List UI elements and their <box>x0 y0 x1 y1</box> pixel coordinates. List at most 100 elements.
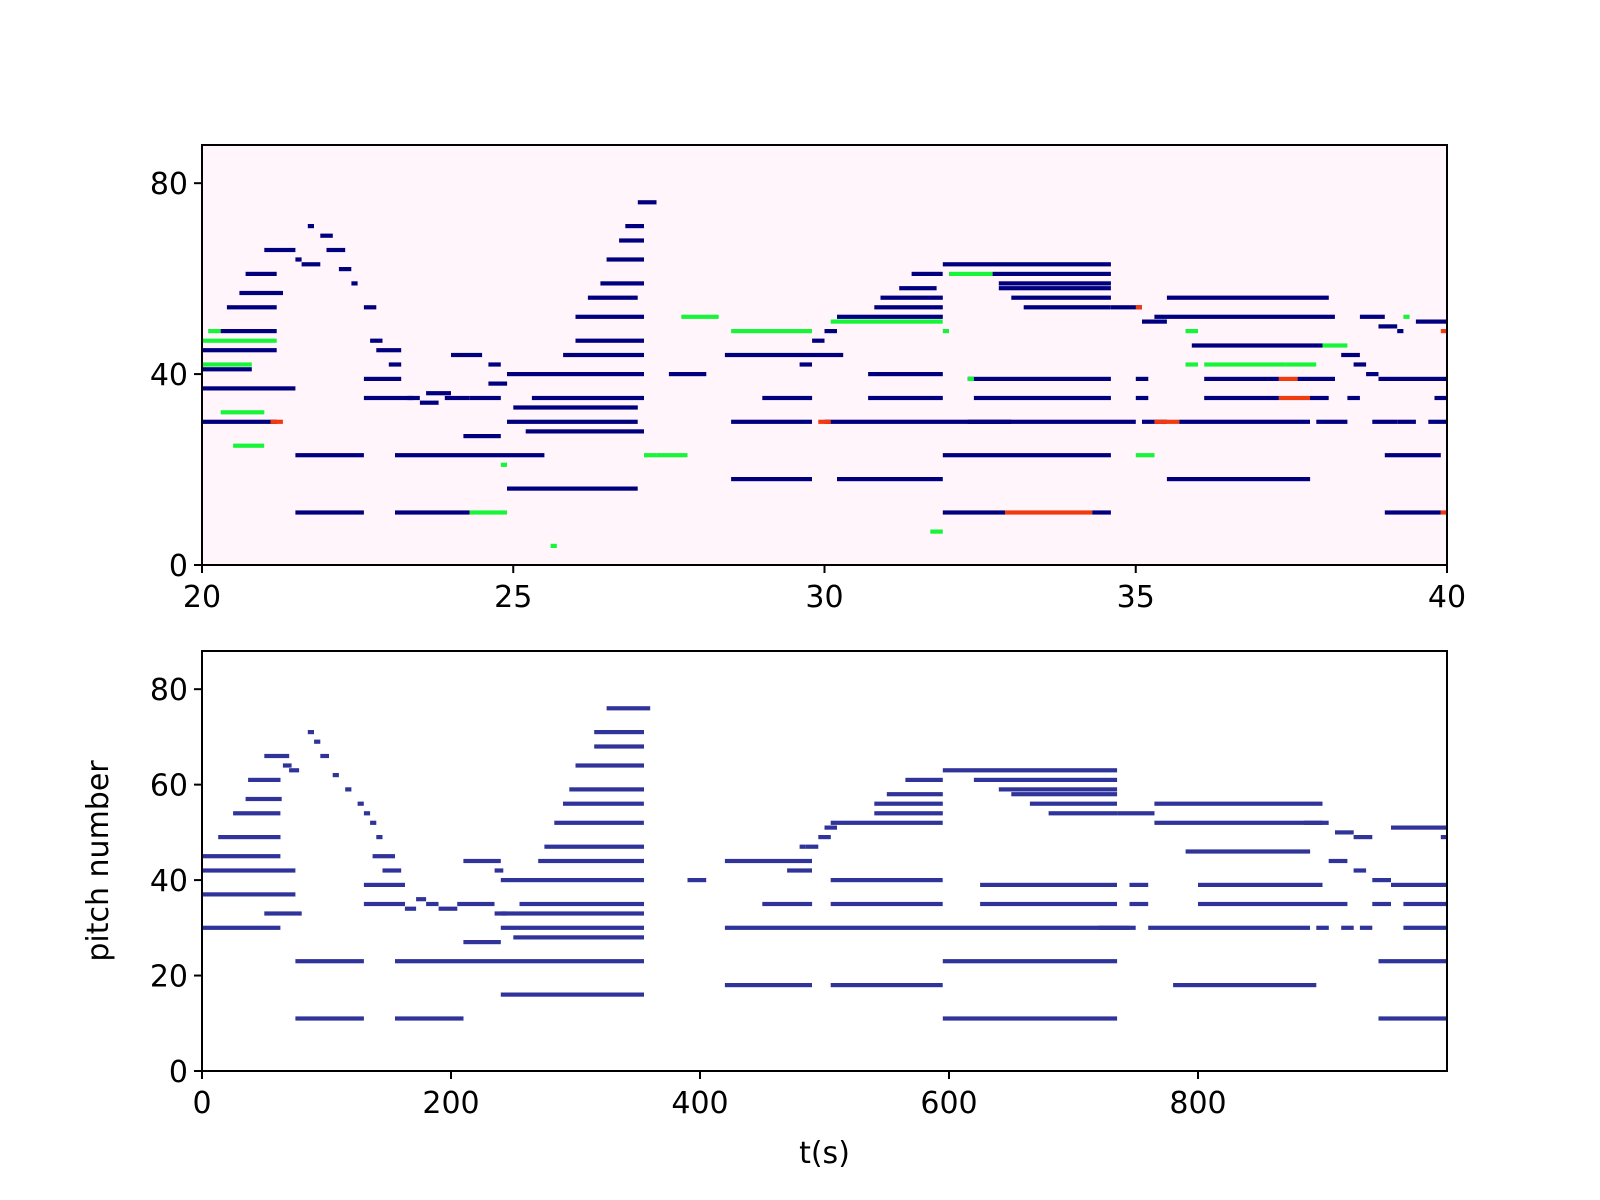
note-bar <box>731 329 812 334</box>
note-bar <box>202 348 277 353</box>
note-bar <box>1191 343 1323 348</box>
note-bar <box>606 706 651 711</box>
note-bar <box>998 286 1111 291</box>
note-bar <box>942 453 1111 458</box>
note-bar <box>295 959 364 964</box>
note-bar <box>519 901 644 907</box>
note-bar <box>967 419 1136 424</box>
note-bar <box>980 901 1117 907</box>
note-bar <box>830 820 943 825</box>
note-bar <box>295 257 302 262</box>
note-bar <box>1378 376 1447 381</box>
note-bar <box>463 858 501 864</box>
note-bar <box>973 395 1111 401</box>
note-bar <box>301 262 321 267</box>
note-bar <box>1341 925 1354 930</box>
bottom-note-layer <box>202 706 1447 1021</box>
note-bar <box>1378 1016 1447 1021</box>
note-bar <box>233 443 265 448</box>
note-bar <box>1353 835 1373 840</box>
note-bar <box>202 892 296 897</box>
note-bar <box>345 787 352 792</box>
y-axis-label: pitch number <box>81 760 116 962</box>
note-bar <box>226 305 277 310</box>
note-bar <box>868 372 943 377</box>
note-bar <box>363 882 405 887</box>
note-bar <box>245 271 277 276</box>
y-tick-label: 40 <box>150 358 188 393</box>
note-bar <box>370 820 377 825</box>
note-bar <box>1310 395 1329 401</box>
note-bar <box>488 381 508 386</box>
note-bar <box>1154 314 1335 319</box>
note-bar <box>1303 820 1329 825</box>
note-bar <box>1148 925 1310 930</box>
x-tick-label: 20 <box>183 580 221 615</box>
note-bar <box>404 906 417 911</box>
note-bar <box>525 429 644 434</box>
note-bar <box>507 419 638 424</box>
note-bar <box>575 763 644 768</box>
note-bar <box>837 314 943 319</box>
note-bar <box>550 543 557 548</box>
note-bar <box>1322 901 1348 907</box>
note-bar <box>1135 376 1149 381</box>
note-bar <box>1048 811 1118 816</box>
top-y-axis: 0 40 80 <box>150 167 202 584</box>
note-bar <box>1366 372 1379 377</box>
note-bar <box>426 901 439 907</box>
note-bar <box>619 238 644 243</box>
x-tick-label: 30 <box>805 580 843 615</box>
note-bar <box>1397 329 1404 334</box>
note-bar <box>1372 901 1391 907</box>
note-bar <box>382 868 402 873</box>
note-bar <box>307 730 314 735</box>
note-bar <box>507 486 638 491</box>
note-bar <box>1185 329 1198 334</box>
x-tick-label: 40 <box>1428 580 1466 615</box>
note-bar <box>1415 319 1447 324</box>
note-bar <box>830 319 943 324</box>
note-bar <box>563 352 644 358</box>
note-bar <box>998 787 1118 792</box>
note-bar <box>637 200 657 205</box>
note-bar <box>837 477 943 482</box>
note-bar <box>1117 811 1155 816</box>
note-bar <box>1316 925 1329 930</box>
note-bar <box>500 878 644 883</box>
note-bar <box>451 352 483 358</box>
y-tick-label: 0 <box>169 1055 188 1090</box>
y-tick-label: 80 <box>150 167 188 202</box>
bottom-y-axis: 0 20 40 60 80 <box>150 673 202 1090</box>
note-bar <box>500 992 644 997</box>
note-bar <box>469 510 507 515</box>
note-bar <box>494 868 504 873</box>
note-bar <box>625 224 644 229</box>
note-bar <box>320 753 329 759</box>
top-panel: 20 25 30 35 40 0 40 80 <box>150 144 1466 615</box>
note-bar <box>264 911 302 916</box>
note-bar <box>731 419 812 424</box>
note-bar <box>874 801 943 806</box>
note-bar <box>942 1016 1118 1021</box>
note-bar <box>1110 305 1142 310</box>
note-bar <box>1092 510 1111 515</box>
top-note-layer <box>202 200 1447 548</box>
note-bar <box>202 868 296 873</box>
note-bar <box>513 405 638 410</box>
note-bar <box>830 878 943 883</box>
note-bar <box>338 267 352 272</box>
note-bar <box>899 286 937 291</box>
note-bar <box>1297 376 1335 381</box>
note-bar <box>1384 453 1441 458</box>
note-bar <box>416 897 427 902</box>
note-bar <box>1359 925 1373 930</box>
note-bar <box>874 305 943 310</box>
note-bar <box>202 854 281 859</box>
note-bar <box>1353 362 1367 367</box>
note-bar <box>824 329 837 334</box>
note-bar <box>942 329 949 334</box>
note-bar <box>407 395 420 401</box>
x-axis-label: t(s) <box>799 1136 850 1171</box>
note-bar <box>531 395 644 401</box>
